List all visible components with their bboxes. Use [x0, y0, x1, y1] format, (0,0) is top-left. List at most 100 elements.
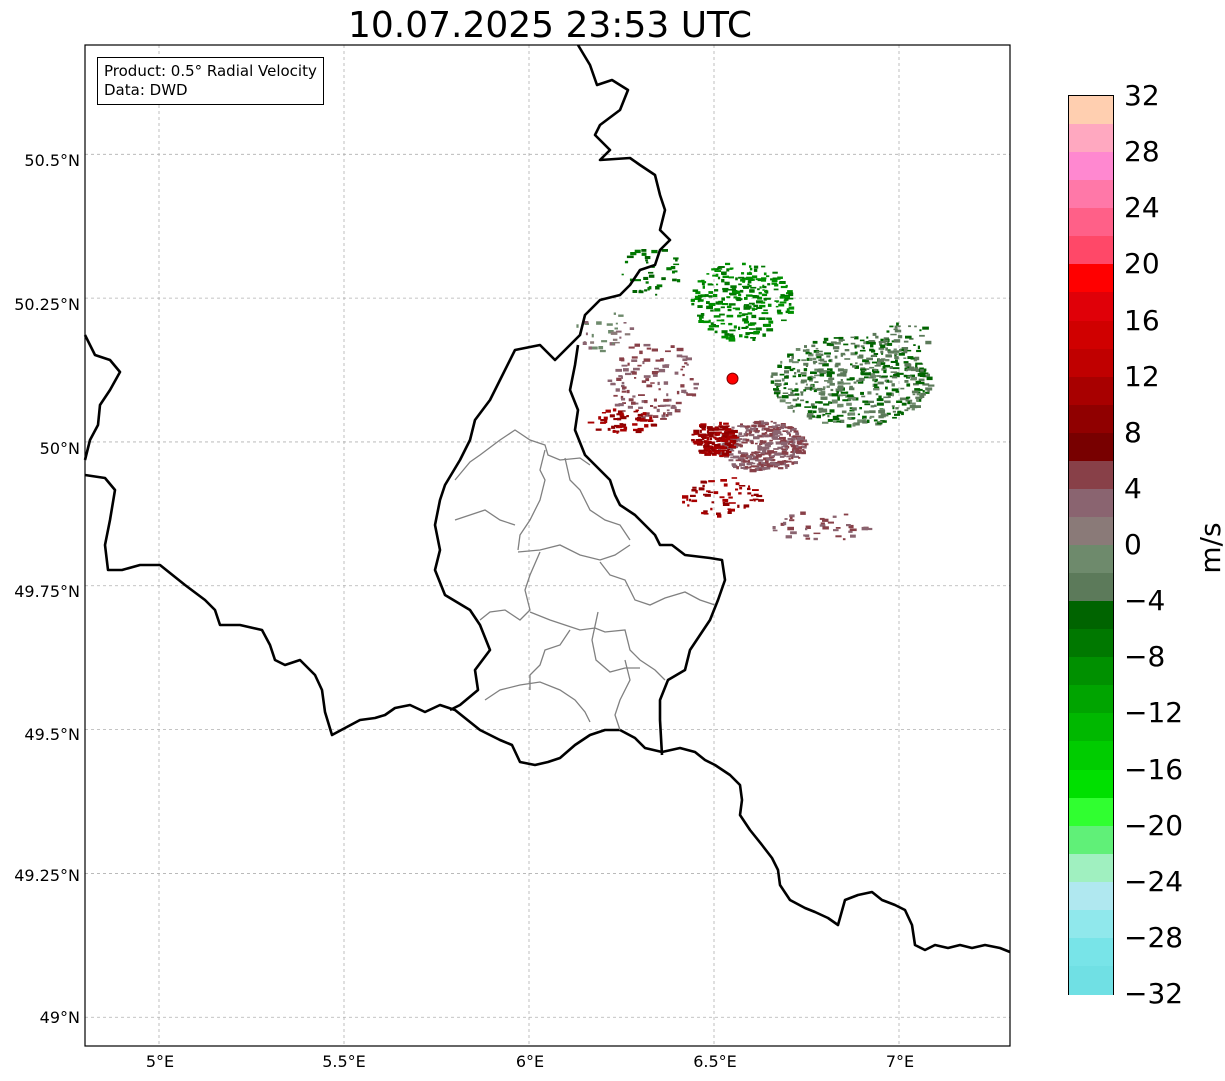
radar-echo-pixel [880, 413, 886, 417]
radar-echo-pixel [714, 270, 722, 272]
radar-echo-pixel [769, 461, 776, 465]
radar-echo-pixel [836, 373, 844, 377]
radar-echo-pixel [809, 384, 814, 388]
radar-echo-pixel [637, 417, 641, 420]
radar-echo-pixel [889, 366, 893, 369]
radar-echo-pixel [896, 322, 899, 326]
radar-echo-pixel [773, 421, 777, 424]
radar-echo-pixel [622, 402, 626, 404]
radar-echo-pixel [804, 386, 812, 390]
radar-echo-pixel [698, 487, 705, 491]
radar-echo-pixel [854, 345, 857, 349]
radar-echo-pixel [752, 278, 755, 281]
radar-echo-pixel [727, 448, 730, 451]
radar-echo-pixel [866, 357, 873, 361]
radar-echo-pixel [853, 381, 857, 384]
radar-echo-pixel [635, 409, 639, 412]
radar-echo-pixel [733, 464, 738, 469]
radar-echo-pixel [728, 276, 734, 279]
radar-echo-pixel [822, 397, 827, 400]
radar-echo-pixel [799, 438, 803, 442]
radar-echo-pixel [719, 438, 727, 442]
radar-echo-pixel [805, 383, 808, 386]
radar-echo-pixel [613, 394, 618, 397]
radar-echo-pixel [926, 373, 930, 377]
radar-echo-pixel [759, 440, 764, 444]
colorbar-tick-label: −20 [1124, 808, 1184, 842]
radar-echo-pixel [722, 289, 728, 293]
radar-echo-pixel [776, 300, 779, 303]
colorbar-segment [1069, 825, 1113, 855]
info-box: Product: 0.5° Radial Velocity Data: DWD [97, 57, 324, 105]
radar-echo-pixel [816, 350, 823, 353]
radar-echo-pixel [803, 534, 810, 537]
radar-echo-pixel [814, 389, 817, 392]
radar-echo-pixel [887, 350, 892, 353]
radar-echo-pixel [738, 326, 741, 330]
radar-echo-pixel [834, 342, 841, 345]
radar-echo-pixel [708, 291, 713, 294]
radar-echo-pixel [742, 438, 747, 441]
radar-echo-pixel [753, 331, 760, 335]
radar-echo-pixel [774, 379, 781, 382]
radar-echo-pixel [714, 289, 719, 292]
radar-echo-pixel [615, 322, 618, 325]
radar-echo-pixel [705, 434, 710, 437]
radar-echo-pixel [745, 453, 749, 457]
radar-echo-pixel [746, 316, 749, 319]
radar-echo-pixel [622, 386, 627, 389]
radar-echo-pixel [907, 401, 911, 405]
radar-echo-pixel [724, 456, 730, 458]
radar-echo-pixel [708, 434, 714, 438]
radar-echo-pixel [762, 285, 767, 289]
radar-echo-pixel [836, 394, 844, 397]
radar-echo-pixel [859, 349, 866, 352]
lon-tick-label: 5°E [145, 1052, 175, 1071]
radar-echo-pixel [583, 321, 589, 324]
radar-echo-pixel [791, 428, 797, 430]
radar-echo-pixel [661, 249, 668, 252]
radar-echo-pixel [728, 445, 733, 448]
radar-echo-pixel [792, 435, 800, 438]
radar-echo-pixel [618, 375, 623, 378]
radar-echo-pixel [641, 252, 647, 256]
radar-echo-pixel [895, 407, 899, 410]
radar-echo-pixel [739, 463, 742, 467]
radar-echo-pixel [875, 335, 879, 339]
radar-echo-pixel [744, 466, 749, 469]
radar-echo-pixel [692, 440, 699, 444]
radar-echo-pixel [800, 379, 807, 383]
colorbar-segment [1069, 657, 1113, 686]
radar-echo-pixel [821, 370, 827, 374]
radar-echo-pixel [823, 403, 830, 406]
radar-echo-pixel [895, 362, 900, 366]
radar-echo-pixel [718, 449, 725, 452]
radar-echo-pixel [764, 290, 768, 293]
radar-echo-pixel [904, 363, 912, 367]
radar-echo-pixel [723, 422, 729, 425]
radar-echo-pixel [837, 368, 844, 372]
radar-echo-pixel [616, 377, 622, 381]
radar-echo-pixel [638, 394, 645, 396]
radar-echo-pixel [786, 308, 790, 311]
radar-echo-pixel [643, 343, 651, 347]
radar-echo-pixel [755, 278, 762, 281]
radar-echo-pixel [890, 371, 898, 373]
radar-echo-pixel [605, 409, 611, 413]
radar-echo-pixel [781, 378, 785, 382]
radar-echo-pixel [690, 494, 696, 497]
radar-echo-pixel [706, 490, 711, 493]
radar-echo-pixel [818, 391, 822, 395]
radar-echo-pixel [728, 337, 735, 340]
radar-echo-pixel [918, 382, 925, 385]
border-france-north [84, 473, 1011, 954]
radar-echo-pixel [803, 368, 808, 372]
radar-echo-pixel [741, 326, 748, 329]
radar-echo-pixel [862, 347, 865, 350]
radar-echo-pixel [650, 382, 655, 384]
radar-echo-pixel [719, 425, 726, 429]
radar-echo-pixel [670, 406, 677, 409]
radar-echo-pixel [745, 277, 750, 281]
radar-echo-pixel [794, 393, 800, 396]
radar-echo-pixel [695, 490, 698, 494]
